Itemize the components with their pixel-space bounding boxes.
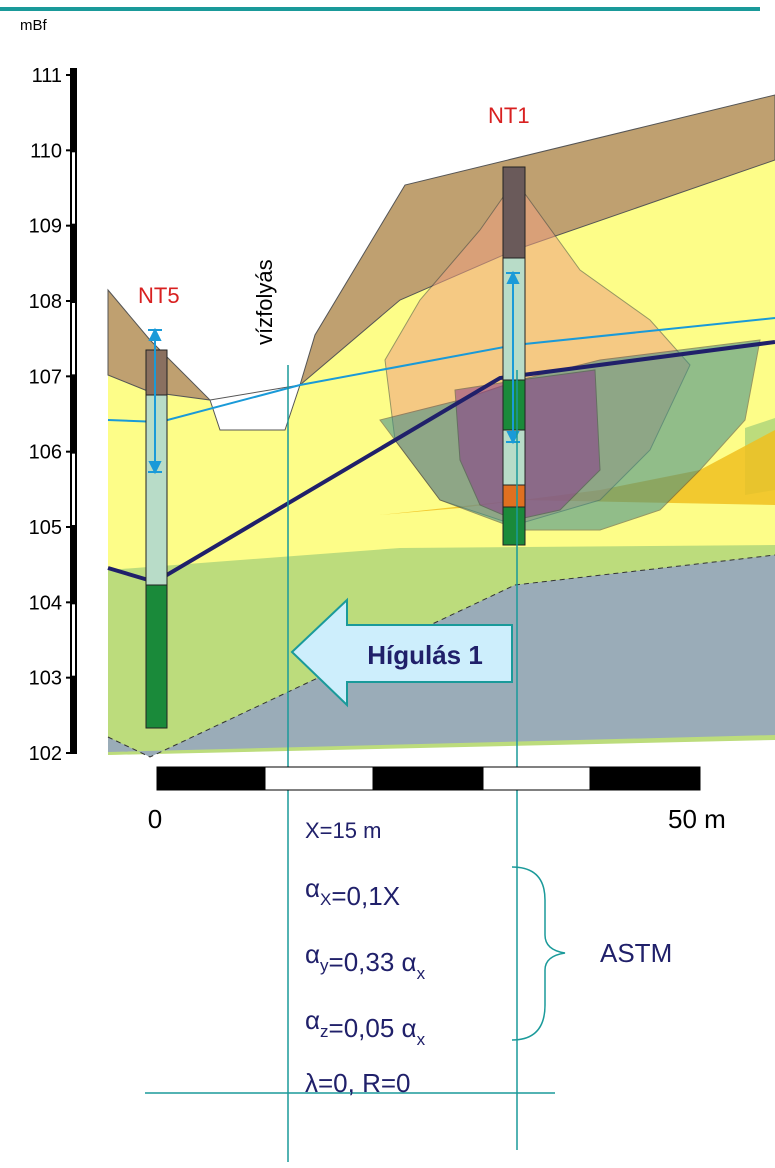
well-segment bbox=[146, 350, 167, 395]
arrow-head bbox=[150, 330, 160, 340]
stream-channel bbox=[210, 385, 300, 430]
retardation-label: λ=0, R=0 bbox=[305, 1068, 411, 1098]
tick-label: 108 bbox=[29, 291, 62, 313]
tick-label: 110 bbox=[30, 140, 62, 162]
brace bbox=[512, 867, 565, 1040]
formula-text: α bbox=[305, 873, 320, 903]
elevation-axis: 102 103 104 105 106 107 108 109 110 111 bbox=[29, 65, 77, 765]
axis-white-segment bbox=[72, 604, 75, 675]
well-segment bbox=[503, 507, 525, 545]
formula-text: =0,33 α bbox=[329, 947, 417, 977]
formula: αy=0,33 αx bbox=[305, 939, 426, 983]
axis-white-segment bbox=[72, 303, 75, 374]
tick-label: 109 bbox=[29, 216, 62, 238]
axis-label: mBf bbox=[20, 17, 48, 34]
well-label: NT1 bbox=[488, 103, 530, 128]
subscript: x bbox=[417, 964, 426, 983]
diagram: Hígulás 1 102 103 104 105 106 107 108 109 110 111… bbox=[0, 0, 775, 1168]
bracket-label: ASTM bbox=[600, 938, 672, 968]
tick-label: 104 bbox=[29, 592, 62, 614]
formula-text: α bbox=[305, 939, 320, 969]
tick-label: 111 bbox=[32, 65, 62, 87]
flow-arrow-label: Hígulás 1 bbox=[367, 640, 483, 670]
scale-label: 0 bbox=[148, 804, 162, 834]
tick-label: 103 bbox=[29, 668, 62, 690]
tick-label: 102 bbox=[29, 743, 62, 765]
scale-segment bbox=[590, 767, 700, 790]
subscript: X bbox=[320, 890, 331, 909]
scale-segment bbox=[265, 767, 373, 790]
well-nt5 bbox=[146, 350, 167, 728]
scale-segment bbox=[373, 767, 483, 790]
well-segment bbox=[503, 167, 525, 258]
subscript: x bbox=[417, 1030, 426, 1049]
well-segment bbox=[146, 585, 167, 728]
tick-label: 106 bbox=[29, 442, 62, 464]
subscript: z bbox=[320, 1022, 329, 1041]
scale-segment bbox=[157, 767, 265, 790]
formula-text: =0,1X bbox=[331, 881, 400, 911]
well-segment bbox=[503, 485, 525, 507]
well-segment bbox=[146, 395, 167, 585]
formula: αz=0,05 αx bbox=[305, 1005, 426, 1049]
stream-label: vízfolyás bbox=[252, 259, 277, 345]
scale-label: 50 m bbox=[668, 804, 726, 834]
well-label: NT5 bbox=[138, 283, 180, 308]
distance-label: X=15 m bbox=[305, 818, 381, 843]
axis-white-segment bbox=[72, 152, 75, 223]
scale-bar bbox=[157, 767, 700, 790]
formula: αX=0,1X bbox=[305, 873, 400, 911]
formula-text: α bbox=[305, 1005, 320, 1035]
tick-label: 105 bbox=[29, 517, 62, 539]
scale-segment bbox=[483, 767, 590, 790]
formula-text: =0,05 α bbox=[329, 1013, 417, 1043]
axis-white-segment bbox=[72, 454, 75, 525]
tick-label: 107 bbox=[29, 366, 62, 388]
